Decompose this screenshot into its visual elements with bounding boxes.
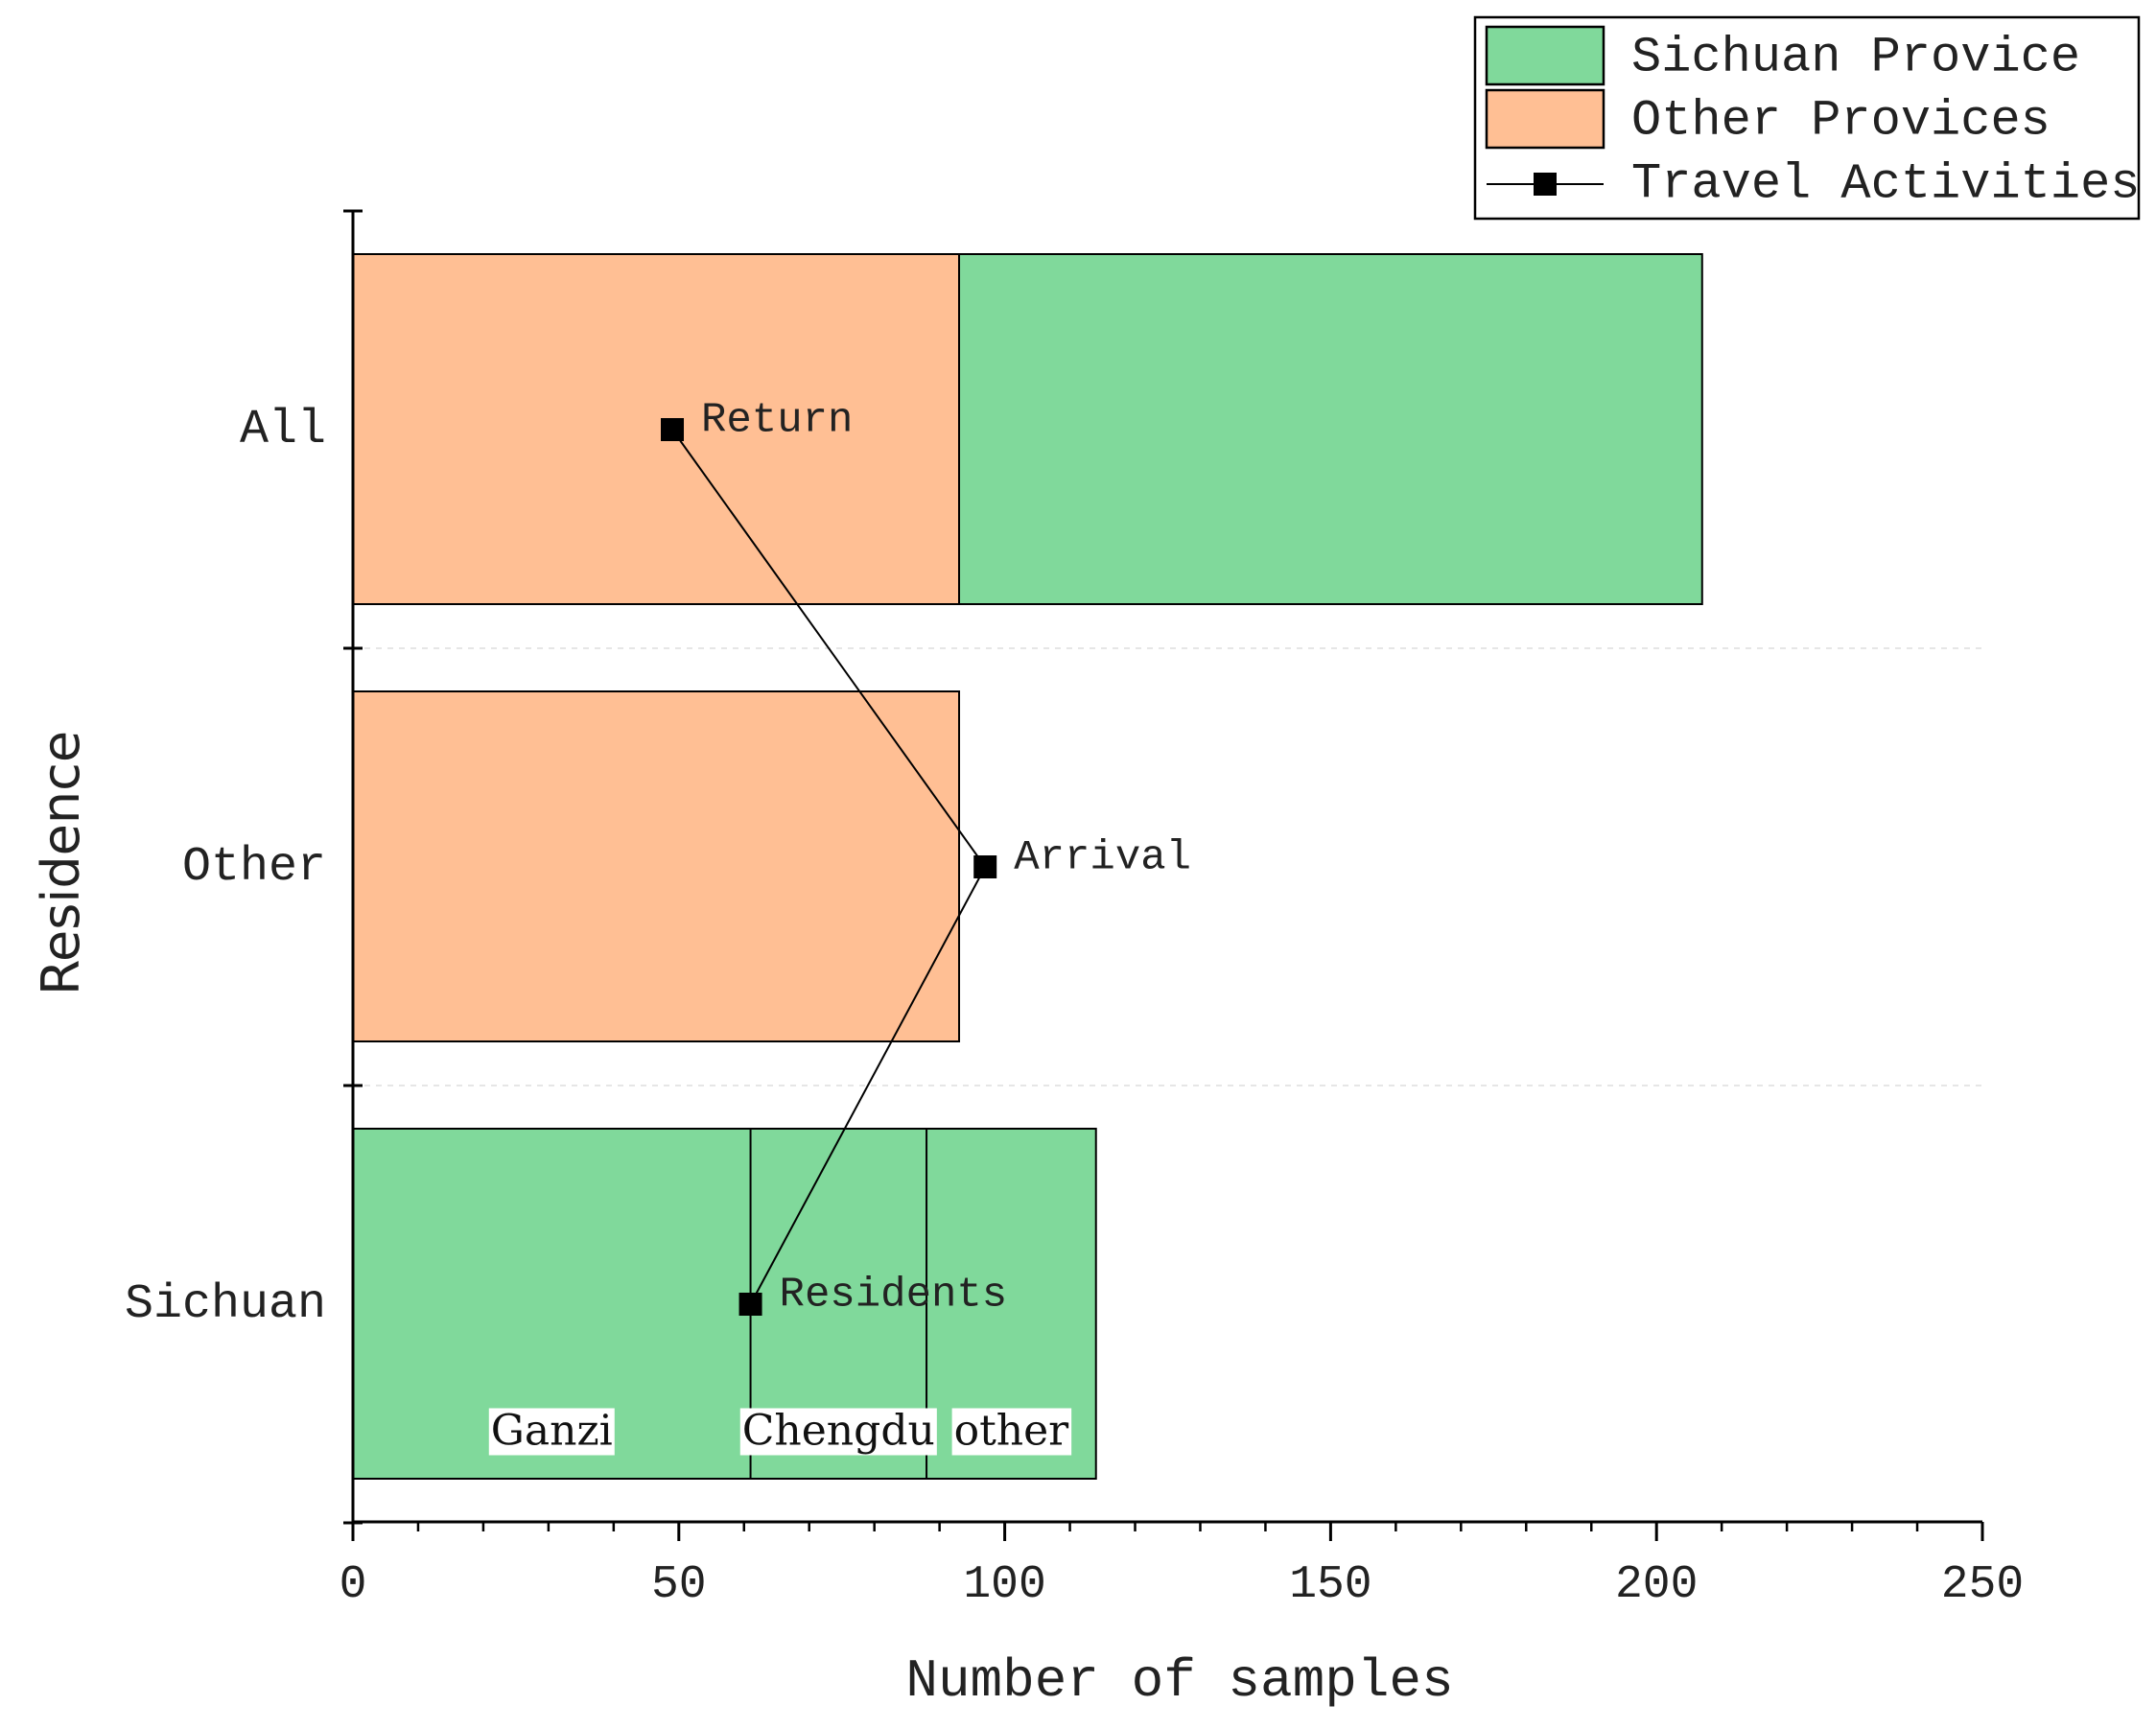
y-tick-label-other: Other [182, 840, 326, 895]
bar-other-other-provices [352, 690, 961, 1042]
x-tick-label: 50 [651, 1559, 707, 1611]
travel-activities-line: Return Arrival Residents [661, 397, 1191, 1320]
point-label-return: Return [701, 397, 853, 445]
y-axis-title: Residence [31, 731, 91, 995]
x-tick-label: 0 [340, 1559, 367, 1611]
legend: Sichuan Provice Other Provices Travel Acti… [1473, 15, 2141, 221]
segment-label-bg [739, 1408, 937, 1456]
segment-label-other: other [951, 1407, 1072, 1456]
axes: 0 50 100 150 200 250 All Other Sichuan [125, 209, 2024, 1611]
bar-all-sichuan-provice [958, 253, 1703, 605]
legend-label-other-provices: Other Provices [1631, 93, 2051, 150]
x-tick-label: 100 [963, 1559, 1045, 1611]
segment-label-ganzi: Ganzi [488, 1407, 615, 1456]
segment-labels: Ganzi Chengdu other [488, 1407, 1072, 1456]
marker-residents [738, 1293, 762, 1316]
x-axis-title: Number of samples [905, 1650, 1453, 1712]
marker-arrival [973, 855, 997, 878]
segment-label-chengdu: Chengdu [739, 1407, 937, 1456]
segment-label-text: other [954, 1407, 1070, 1456]
bars [352, 253, 1703, 1480]
x-tick-label: 200 [1615, 1559, 1698, 1611]
point-label-residents: Residents [780, 1272, 1008, 1320]
legend-swatch-sichuan-provice [1485, 25, 1605, 86]
legend-swatch-other-provices [1485, 88, 1605, 150]
segment-label-text: Ganzi [491, 1407, 613, 1456]
marker-return [661, 418, 685, 441]
segment-label-text: Chengdu [742, 1407, 935, 1456]
segment-label-bg [488, 1408, 615, 1456]
point-label-arrival: Arrival [1014, 834, 1191, 882]
segment-label-bg [951, 1408, 1072, 1456]
x-tick-label: 250 [1941, 1559, 2024, 1611]
legend-label-travel-activities: Travel Activities [1631, 156, 2141, 213]
x-tick-label: 150 [1289, 1559, 1371, 1611]
y-tick-label-sichuan: Sichuan [125, 1277, 326, 1332]
legend-label-sichuan-provice: Sichuan Provice [1631, 30, 2080, 86]
bar-all-other-provices [352, 253, 961, 605]
y-tick-label-all: All [240, 403, 326, 457]
legend-marker-travel-activities [1534, 173, 1557, 196]
